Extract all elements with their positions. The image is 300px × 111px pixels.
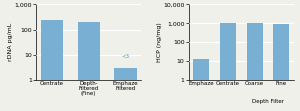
Bar xyxy=(220,23,236,111)
Bar xyxy=(194,59,209,111)
Bar xyxy=(273,24,289,111)
Bar xyxy=(78,22,100,111)
Text: Depth Filter: Depth Filter xyxy=(252,99,284,104)
Y-axis label: rDNA pg/mL: rDNA pg/mL xyxy=(8,23,13,61)
Bar xyxy=(114,68,136,111)
Bar xyxy=(41,20,63,111)
Y-axis label: HCP (ng/mg): HCP (ng/mg) xyxy=(157,22,162,62)
Bar xyxy=(247,23,262,111)
Text: <3: <3 xyxy=(122,54,130,59)
